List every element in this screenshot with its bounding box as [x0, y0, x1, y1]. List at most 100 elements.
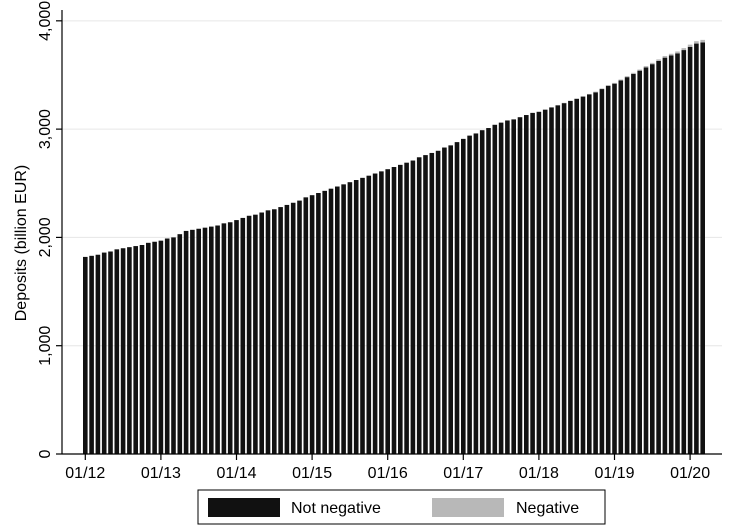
bar-not-negative — [574, 99, 579, 454]
y-tick-label: 1,000 — [37, 326, 54, 366]
y-axis-title: Deposits (billion EUR) — [13, 165, 30, 322]
bar-not-negative — [404, 163, 409, 454]
bar-not-negative — [373, 174, 378, 454]
bar-not-negative — [430, 153, 435, 454]
x-tick-label: 01/14 — [216, 465, 256, 482]
bar-not-negative — [354, 180, 359, 454]
bar-not-negative — [467, 136, 472, 454]
bar-not-negative — [644, 67, 649, 454]
bar-negative — [606, 85, 611, 86]
bar-not-negative — [184, 231, 189, 454]
bar-not-negative — [203, 228, 208, 454]
bar-negative — [650, 63, 655, 64]
bar-negative — [619, 80, 624, 81]
bar-not-negative — [619, 80, 624, 454]
bar-not-negative — [455, 142, 460, 454]
bar-not-negative — [259, 213, 264, 454]
x-tick-label: 01/12 — [65, 465, 105, 482]
bar-negative — [694, 41, 699, 43]
bar-not-negative — [448, 145, 453, 454]
bar-negative — [612, 83, 617, 84]
bar-not-negative — [165, 239, 170, 455]
bar-not-negative — [329, 189, 334, 454]
bar-not-negative — [612, 84, 617, 454]
bar-negative — [637, 70, 642, 71]
bar-not-negative — [568, 101, 573, 454]
bar-not-negative — [442, 148, 447, 454]
bar-negative — [669, 54, 674, 56]
x-tick-label: 01/13 — [141, 465, 181, 482]
bar-not-negative — [537, 112, 542, 454]
bar-not-negative — [96, 255, 101, 454]
bar-not-negative — [247, 216, 252, 454]
bar-not-negative — [278, 207, 283, 454]
x-tick-label: 01/18 — [519, 465, 559, 482]
bar-not-negative — [682, 50, 687, 454]
bar-not-negative — [140, 245, 145, 454]
bar-not-negative — [505, 120, 510, 454]
bar-not-negative — [196, 229, 201, 454]
bar-not-negative — [253, 215, 258, 454]
bar-not-negative — [486, 128, 491, 454]
bar-not-negative — [543, 110, 548, 454]
bar-not-negative — [291, 203, 296, 454]
bar-not-negative — [316, 193, 321, 454]
bar-negative — [700, 40, 705, 43]
bar-not-negative — [178, 234, 183, 454]
bar-not-negative — [530, 113, 535, 454]
bar-negative — [581, 96, 586, 97]
bar-not-negative — [688, 47, 693, 454]
bar-not-negative — [171, 237, 176, 454]
bar-not-negative — [675, 53, 680, 454]
bar-not-negative — [411, 161, 416, 454]
bar-not-negative — [669, 55, 674, 454]
bar-not-negative — [297, 201, 302, 454]
bar-negative — [587, 94, 592, 95]
bar-not-negative — [215, 226, 220, 455]
bar-not-negative — [335, 187, 340, 454]
bar-not-negative — [209, 227, 214, 454]
bar-not-negative — [417, 157, 422, 454]
bar-not-negative — [272, 209, 277, 454]
bar-not-negative — [562, 103, 567, 454]
bar-not-negative — [241, 218, 246, 454]
bar-negative — [688, 45, 693, 47]
bar-not-negative — [133, 246, 138, 454]
bar-not-negative — [511, 119, 516, 454]
bar-not-negative — [152, 242, 157, 454]
bar-negative — [600, 88, 605, 89]
legend-label-negative: Negative — [516, 500, 579, 517]
bar-not-negative — [663, 58, 668, 454]
bar-not-negative — [234, 220, 239, 454]
bar-negative — [656, 59, 661, 61]
bar-not-negative — [83, 257, 88, 454]
bar-not-negative — [637, 71, 642, 454]
legend-label-not-negative: Not negative — [291, 500, 381, 517]
bar-not-negative — [379, 171, 384, 454]
bar-not-negative — [115, 249, 120, 454]
bar-not-negative — [474, 133, 479, 454]
legend-swatch-not-negative — [208, 498, 280, 517]
bar-not-negative — [480, 130, 485, 454]
bar-not-negative — [587, 94, 592, 454]
bar-not-negative — [159, 241, 164, 454]
bar-negative — [631, 73, 636, 74]
bar-negative — [625, 76, 630, 77]
y-tick-label: 0 — [37, 449, 54, 458]
bar-not-negative — [700, 42, 705, 454]
bar-not-negative — [322, 191, 327, 454]
bar-not-negative — [493, 125, 498, 454]
bar-not-negative — [593, 92, 598, 454]
bar-not-negative — [89, 256, 94, 454]
legend-swatch-negative — [432, 498, 504, 517]
bar-not-negative — [650, 64, 655, 454]
bar-not-negative — [146, 243, 151, 454]
bar-not-negative — [600, 89, 605, 454]
bar-not-negative — [631, 74, 636, 454]
x-tick-label: 01/17 — [443, 465, 483, 482]
bar-negative — [644, 66, 649, 67]
bar-not-negative — [348, 182, 353, 454]
bar-not-negative — [461, 139, 466, 454]
bar-not-negative — [310, 195, 315, 454]
